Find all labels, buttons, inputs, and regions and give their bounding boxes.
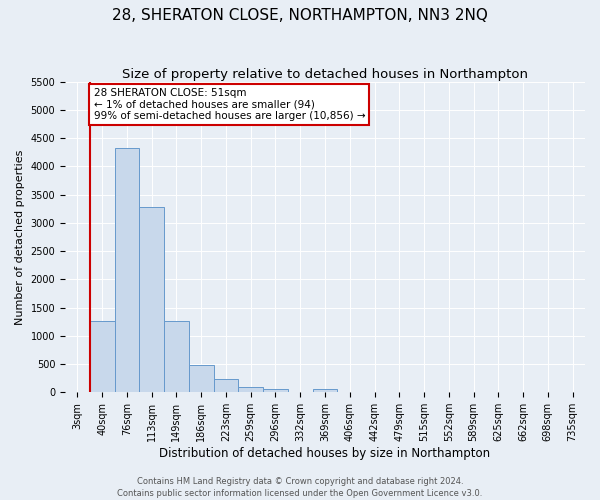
Text: Contains HM Land Registry data © Crown copyright and database right 2024.
Contai: Contains HM Land Registry data © Crown c… — [118, 476, 482, 498]
Y-axis label: Number of detached properties: Number of detached properties — [15, 150, 25, 324]
Bar — [313, 388, 337, 392]
Bar — [115, 148, 139, 392]
Bar — [139, 207, 164, 392]
Text: 28, SHERATON CLOSE, NORTHAMPTON, NN3 2NQ: 28, SHERATON CLOSE, NORTHAMPTON, NN3 2NQ — [112, 8, 488, 22]
Bar — [238, 386, 263, 392]
Bar — [189, 365, 214, 392]
Bar — [214, 379, 238, 392]
X-axis label: Distribution of detached houses by size in Northampton: Distribution of detached houses by size … — [160, 447, 491, 460]
Title: Size of property relative to detached houses in Northampton: Size of property relative to detached ho… — [122, 68, 528, 80]
Bar — [164, 320, 189, 392]
Bar — [90, 320, 115, 392]
Text: 28 SHERATON CLOSE: 51sqm
← 1% of detached houses are smaller (94)
99% of semi-de: 28 SHERATON CLOSE: 51sqm ← 1% of detache… — [94, 88, 365, 121]
Bar — [263, 388, 288, 392]
